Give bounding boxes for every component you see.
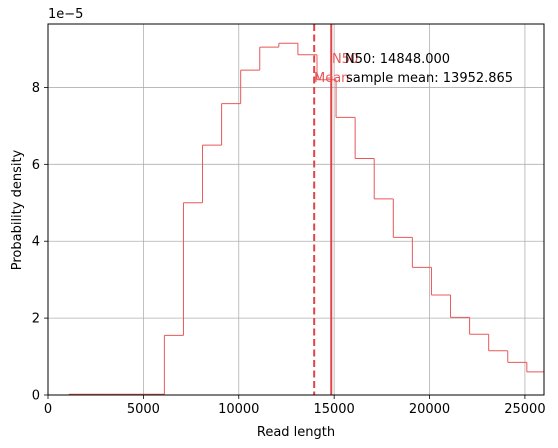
mean-line-label: Mean [314, 71, 349, 86]
x-tick-label: 20000 [409, 402, 450, 417]
y-tick-label: 6 [32, 158, 40, 173]
ticks-layer: 0 5000 10000 15000 20000 25000 0 2 4 6 8 [32, 81, 546, 417]
x-tick-label: 25000 [504, 402, 545, 417]
x-tick-label: 10000 [218, 402, 259, 417]
histogram-layer [69, 43, 546, 395]
x-tick-label: 15000 [313, 402, 354, 417]
x-tick-label: 0 [44, 402, 52, 417]
y-tick-label: 8 [32, 81, 40, 96]
y-tick-label: 2 [32, 312, 40, 327]
x-axis-label: Read length [257, 425, 335, 440]
y-tick-label: 0 [32, 389, 40, 404]
y-offset-label: 1e−5 [48, 7, 83, 22]
y-tick-label: 4 [32, 235, 40, 250]
n50-value-label: N50: 14848.000 [345, 52, 450, 67]
y-axis-label: Probability density [10, 149, 25, 270]
mean-value-label: sample mean: 13952.865 [346, 71, 513, 86]
x-tick-label: 5000 [127, 402, 160, 417]
